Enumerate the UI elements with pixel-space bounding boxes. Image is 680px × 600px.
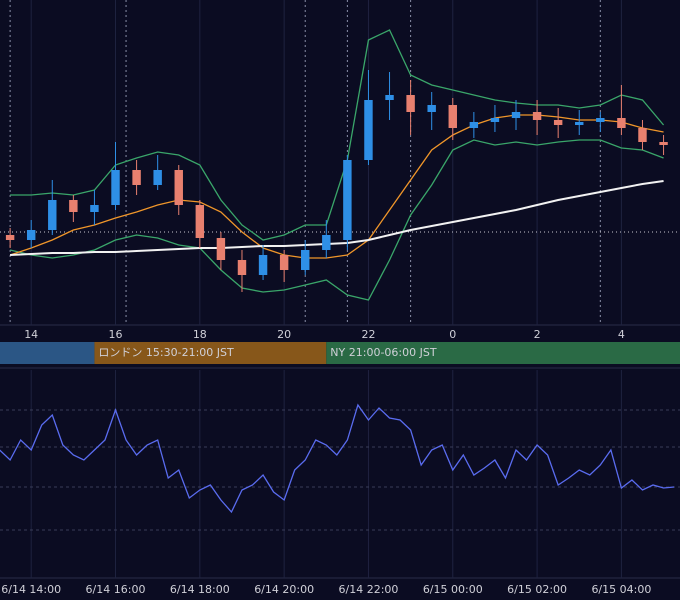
x-tick-label: 2: [534, 328, 541, 341]
candle-body: [448, 105, 457, 128]
candle-body: [322, 235, 331, 250]
candle-body: [406, 95, 415, 112]
x-tick-label: 16: [109, 328, 123, 341]
session-bar: [94, 342, 327, 364]
x-tick-label: 20: [277, 328, 291, 341]
candle-body: [364, 100, 373, 160]
candle-body: [237, 260, 247, 275]
candle-body: [343, 160, 352, 240]
candle-body: [48, 200, 57, 230]
candle-body: [511, 112, 521, 118]
candle-body: [195, 205, 205, 238]
candle-body: [427, 105, 436, 112]
x-tick-label: 6/14 16:00: [86, 583, 146, 596]
indicator-line: [9, 139, 664, 301]
candle-body: [26, 230, 36, 240]
candle-body: [69, 200, 78, 212]
candle-body: [132, 170, 141, 185]
candle-body: [153, 170, 162, 185]
candle-body: [575, 122, 584, 125]
candle-body: [111, 170, 120, 205]
x-tick-label: 6/14 14:00: [1, 583, 61, 596]
session-label: ロンドン 15:30-21:00 JST: [98, 346, 234, 359]
x-tick-label: 0: [449, 328, 456, 341]
candle-body: [5, 235, 15, 240]
x-tick-label: 14: [24, 328, 38, 341]
candle-body: [638, 128, 647, 142]
x-tick-label: 6/14 18:00: [170, 583, 230, 596]
candle-body: [301, 250, 310, 270]
candle-body: [659, 142, 668, 145]
candle-body: [469, 122, 479, 128]
session-label: NY 21:00-06:00 JST: [330, 346, 437, 359]
indicator-line: [10, 29, 665, 241]
candle-body: [385, 95, 394, 100]
indicator-line: [9, 114, 664, 259]
x-tick-label: 6/14 22:00: [339, 583, 399, 596]
session-bar: [326, 342, 680, 364]
x-tick-label: 6/15 00:00: [423, 583, 483, 596]
indicator-line: [10, 180, 664, 256]
candle-body: [532, 112, 542, 120]
candle-body: [216, 238, 226, 260]
x-tick-label: 6/14 20:00: [254, 583, 314, 596]
candle-body: [596, 118, 605, 122]
x-tick-label: 18: [193, 328, 207, 341]
candle-body: [490, 118, 500, 122]
oscillator-line: [0, 403, 675, 514]
candle-body: [617, 118, 626, 128]
session-bar: [0, 342, 95, 364]
x-tick-label: 4: [618, 328, 625, 341]
candle-body: [279, 255, 289, 270]
x-tick-label: 6/15 02:00: [507, 583, 567, 596]
candle-body: [174, 170, 183, 205]
candle-body: [90, 205, 99, 212]
x-tick-label: 6/15 04:00: [591, 583, 651, 596]
candle-body: [553, 120, 563, 125]
candle-body: [258, 255, 268, 275]
x-tick-label: 22: [361, 328, 375, 341]
